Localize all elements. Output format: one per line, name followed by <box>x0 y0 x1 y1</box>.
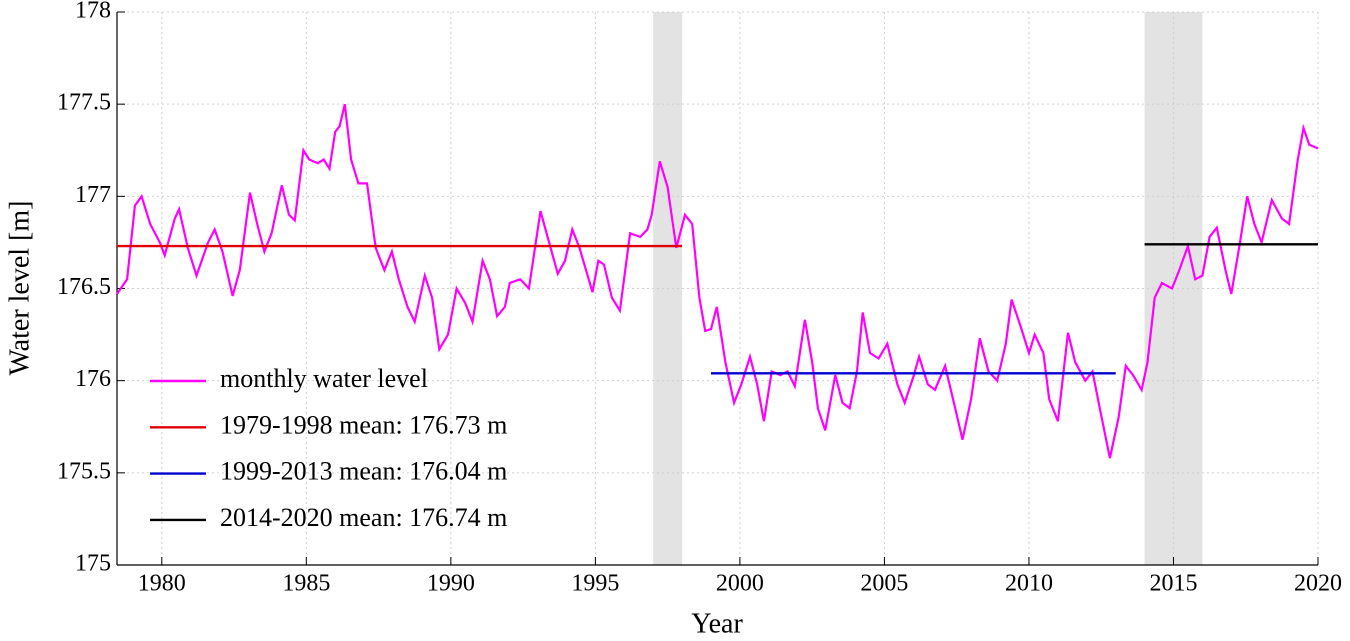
y-tick-label: 176 <box>75 366 111 392</box>
x-tick-label: 2000 <box>716 571 764 597</box>
y-tick-label: 175.5 <box>57 458 111 484</box>
legend-label: monthly water level <box>220 364 428 393</box>
x-tick-label: 2010 <box>1005 571 1053 597</box>
y-tick-label: 178 <box>75 0 111 24</box>
x-tick-label: 1990 <box>427 571 475 597</box>
x-tick-label: 2015 <box>1149 571 1197 597</box>
x-tick-label: 2005 <box>860 571 908 597</box>
x-axis-label: Year <box>691 608 743 639</box>
x-tick-label: 1985 <box>282 571 330 597</box>
x-tick-label: 2020 <box>1294 571 1342 597</box>
legend-label: 2014-2020 mean: 176.74 m <box>220 503 507 532</box>
y-tick-label: 175 <box>75 551 111 577</box>
legend-label: 1999-2013 mean: 176.04 m <box>220 457 507 486</box>
legend-label: 1979-1998 mean: 176.73 m <box>220 410 507 439</box>
y-axis-label: Water level [m] <box>4 201 35 376</box>
line-series <box>116 103 1319 459</box>
x-tick-label: 1995 <box>571 571 619 597</box>
x-tick-label: 1980 <box>138 571 186 597</box>
y-tick-label: 177.5 <box>57 90 111 116</box>
y-tick-label: 176.5 <box>57 274 111 300</box>
y-tick-label: 177 <box>75 182 111 208</box>
